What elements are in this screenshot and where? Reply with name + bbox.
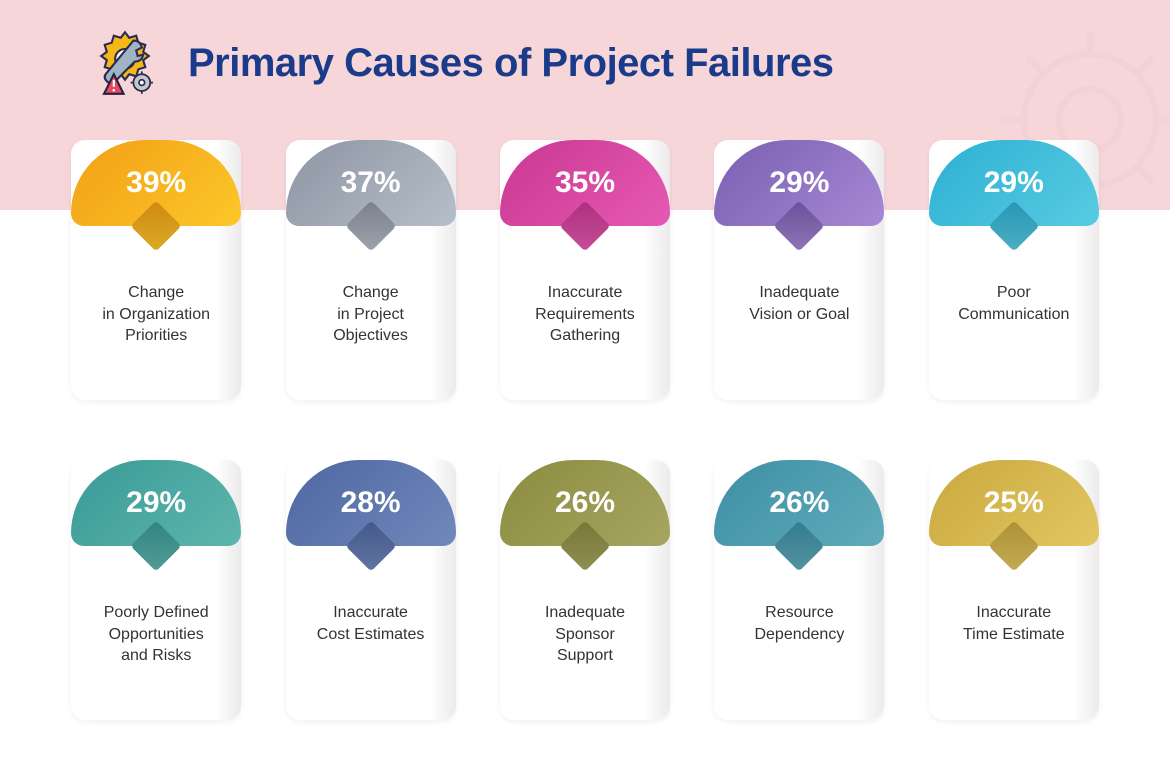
stat-percentage: 29% (769, 166, 829, 200)
stat-percentage: 35% (555, 166, 615, 200)
stat-card: 37% Changein ProjectObjectives (286, 140, 456, 400)
stat-cap: 29% (71, 460, 241, 546)
stat-percentage: 26% (555, 486, 615, 520)
cards-grid: 39% Changein OrganizationPriorities 37% Cha… (0, 140, 1170, 720)
stat-label: Changein ProjectObjectives (286, 282, 456, 347)
stat-card: 29% Poorly DefinedOpportunitiesand Risks (71, 460, 241, 720)
stat-cap: 28% (286, 460, 456, 546)
stat-card: 28% InaccurateCost Estimates (286, 460, 456, 720)
stat-label: InaccurateRequirementsGathering (500, 282, 670, 347)
stat-cap: 29% (929, 140, 1099, 226)
stat-cap: 26% (714, 460, 884, 546)
stat-card: 39% Changein OrganizationPriorities (71, 140, 241, 400)
stat-cap: 25% (929, 460, 1099, 546)
stat-percentage: 28% (341, 486, 401, 520)
stat-card: 26% ResourceDependency (714, 460, 884, 720)
stat-percentage: 26% (769, 486, 829, 520)
stat-percentage: 29% (126, 486, 186, 520)
stat-cap: 26% (500, 460, 670, 546)
stat-card: 25% InaccurateTime Estimate (929, 460, 1099, 720)
stat-percentage: 37% (341, 166, 401, 200)
stat-percentage: 39% (126, 166, 186, 200)
stat-label: InadequateSponsorSupport (500, 602, 670, 667)
stat-card: 29% InadequateVision or Goal (714, 140, 884, 400)
stat-label: Changein OrganizationPriorities (71, 282, 241, 347)
stat-card: 29% PoorCommunication (929, 140, 1099, 400)
stat-label: InadequateVision or Goal (714, 282, 884, 325)
gear-wrench-warning-icon (90, 28, 160, 98)
stat-label: InaccurateTime Estimate (929, 602, 1099, 645)
page-title: Primary Causes of Project Failures (188, 41, 834, 86)
stat-cap: 37% (286, 140, 456, 226)
stat-label: ResourceDependency (714, 602, 884, 645)
stat-label: Poorly DefinedOpportunitiesand Risks (71, 602, 241, 667)
stat-percentage: 29% (984, 166, 1044, 200)
stat-card: 35% InaccurateRequirementsGathering (500, 140, 670, 400)
stat-cap: 35% (500, 140, 670, 226)
stat-label: PoorCommunication (929, 282, 1099, 325)
stat-label: InaccurateCost Estimates (286, 602, 456, 645)
stat-cap: 39% (71, 140, 241, 226)
stat-cap: 29% (714, 140, 884, 226)
stat-percentage: 25% (984, 486, 1044, 520)
stat-card: 26% InadequateSponsorSupport (500, 460, 670, 720)
